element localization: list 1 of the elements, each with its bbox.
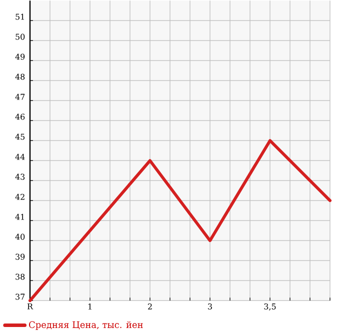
legend-label: Средняя Цена, тыс. йен bbox=[29, 321, 143, 330]
